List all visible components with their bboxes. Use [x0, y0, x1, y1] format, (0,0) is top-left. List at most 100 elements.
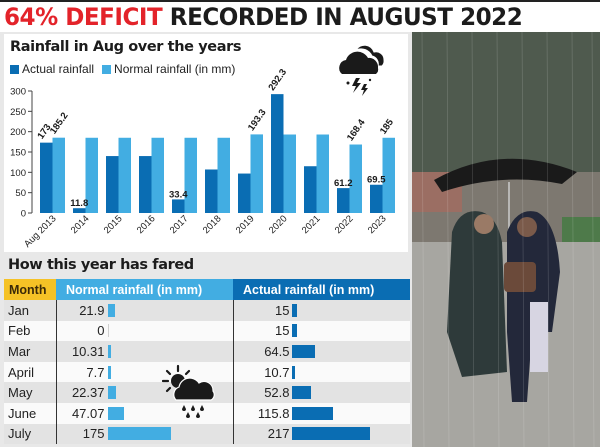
table-row: July 175 217	[4, 423, 410, 445]
actual-value: 217	[267, 426, 290, 442]
header-month: Month	[4, 279, 56, 300]
monthly-table-section: How this year has fared Month Normal rai…	[0, 254, 412, 447]
normal-value: 7.7	[86, 364, 105, 380]
bar-normal	[85, 137, 98, 213]
x-tick-label: 2023	[366, 213, 389, 236]
table-row: Feb 0 15	[4, 320, 410, 342]
bar-normal	[250, 134, 263, 213]
actual-cell: 64.5	[233, 341, 410, 362]
bar-actual	[106, 156, 119, 213]
actual-cell: 10.7	[233, 361, 410, 383]
actual-bar	[291, 324, 297, 338]
actual-cell: 52.8	[233, 382, 410, 403]
x-tick-label: Aug 2013	[22, 213, 59, 250]
month-cell: May	[4, 382, 57, 403]
data-label: 185	[378, 117, 397, 137]
headline: 64% DEFICIT RECORDED IN AUGUST 2022	[4, 2, 523, 32]
normal-value: 22.37	[71, 385, 105, 401]
sun-cloud-rain-icon	[162, 364, 215, 418]
normal-value: 0	[97, 323, 105, 339]
x-tick-label: 2018	[201, 213, 224, 236]
actual-bar	[291, 427, 370, 441]
x-tick-label: 2014	[69, 213, 92, 236]
normal-bar	[107, 386, 116, 400]
women-under-umbrella-image	[412, 32, 600, 447]
y-tick-label: 300	[10, 87, 26, 98]
table-row: June 47.07 115.8	[4, 402, 410, 424]
month-cell: Jan	[4, 300, 57, 321]
actual-value: 64.5	[264, 343, 290, 359]
normal-cell: 21.9	[56, 300, 234, 321]
headline-rest: RECORDED IN AUGUST 2022	[162, 3, 523, 31]
legend-actual: Actual rainfall	[10, 62, 94, 76]
bar-normal	[316, 134, 329, 213]
bar-normal	[217, 137, 230, 213]
y-tick-label: 200	[10, 127, 26, 138]
bar-normal	[184, 137, 197, 213]
bar-normal	[382, 137, 395, 213]
month-cell: Mar	[4, 341, 57, 362]
bar-actual	[238, 173, 251, 213]
y-tick-label: 100	[10, 168, 26, 179]
x-tick-label: 2019	[234, 213, 257, 236]
legend-normal: Normal rainfall (in mm)	[102, 62, 235, 76]
bar-normal	[151, 137, 164, 213]
month-cell: Feb	[4, 320, 57, 342]
normal-bar	[107, 365, 111, 379]
y-tick-label: 250	[10, 107, 26, 118]
actual-cell: 15	[233, 300, 410, 321]
headline-highlight: 64% DEFICIT	[4, 3, 163, 31]
y-tick-label: 50	[15, 188, 26, 199]
rain-photo	[412, 32, 600, 447]
table-row: April 7.7 10.7	[4, 361, 410, 383]
bar-actual	[139, 156, 152, 213]
bar-actual	[370, 184, 383, 213]
normal-bar	[107, 324, 109, 338]
data-label: 185.2	[48, 111, 71, 137]
actual-bar	[291, 365, 296, 379]
thunderstorm-cloud-icon	[339, 44, 385, 96]
actual-bar	[291, 303, 297, 317]
normal-bar	[107, 303, 116, 317]
actual-cell: 217	[233, 423, 410, 445]
month-cell: June	[4, 402, 57, 424]
infographic-panel: 0 50 100 150 200 250 300 Aug 2013 2014 2015 2016 20…	[0, 32, 412, 447]
x-tick-label: 2015	[102, 213, 125, 236]
normal-value: 47.07	[71, 405, 105, 421]
data-label: 168.4	[345, 117, 368, 143]
data-label: 69.5	[367, 175, 386, 186]
monthly-rainfall-table: Month Normal rainfall (in mm) Actual rai…	[4, 279, 410, 445]
bar-actual	[271, 94, 284, 213]
table-title: How this year has fared	[8, 257, 194, 273]
x-tick-label: 2017	[168, 213, 191, 236]
data-label: 193.3	[246, 107, 269, 133]
actual-cell: 15	[233, 320, 410, 342]
bar-actual	[337, 188, 350, 213]
bar-normal	[52, 137, 65, 213]
normal-cell: 175	[56, 423, 234, 445]
top-rule	[0, 0, 600, 2]
normal-cell: 7.7	[56, 361, 234, 383]
bar-normal	[118, 137, 131, 213]
x-tick-label: 2022	[333, 213, 356, 236]
bar-actual	[40, 142, 53, 213]
normal-bar	[107, 427, 171, 441]
x-tick-label: 2016	[135, 213, 158, 236]
normal-bar	[107, 344, 112, 358]
actual-bar	[291, 406, 334, 420]
header-normal: Normal rainfall (in mm)	[56, 279, 233, 300]
month-cell: April	[4, 361, 57, 383]
normal-cell: 10.31	[56, 341, 234, 362]
bar-actual	[304, 166, 317, 213]
actual-value: 52.8	[264, 385, 290, 401]
actual-bar	[291, 344, 315, 358]
normal-value: 10.31	[71, 343, 105, 359]
data-label: 33.4	[169, 189, 188, 200]
table-row: Mar 10.31 64.5	[4, 341, 410, 362]
y-tick-label: 150	[10, 148, 26, 159]
normal-value: 21.9	[79, 302, 105, 318]
data-label: 61.2	[334, 178, 353, 189]
normal-value: 175	[82, 426, 105, 442]
actual-bar	[291, 386, 311, 400]
table-row: Jan 21.9 15	[4, 300, 410, 321]
